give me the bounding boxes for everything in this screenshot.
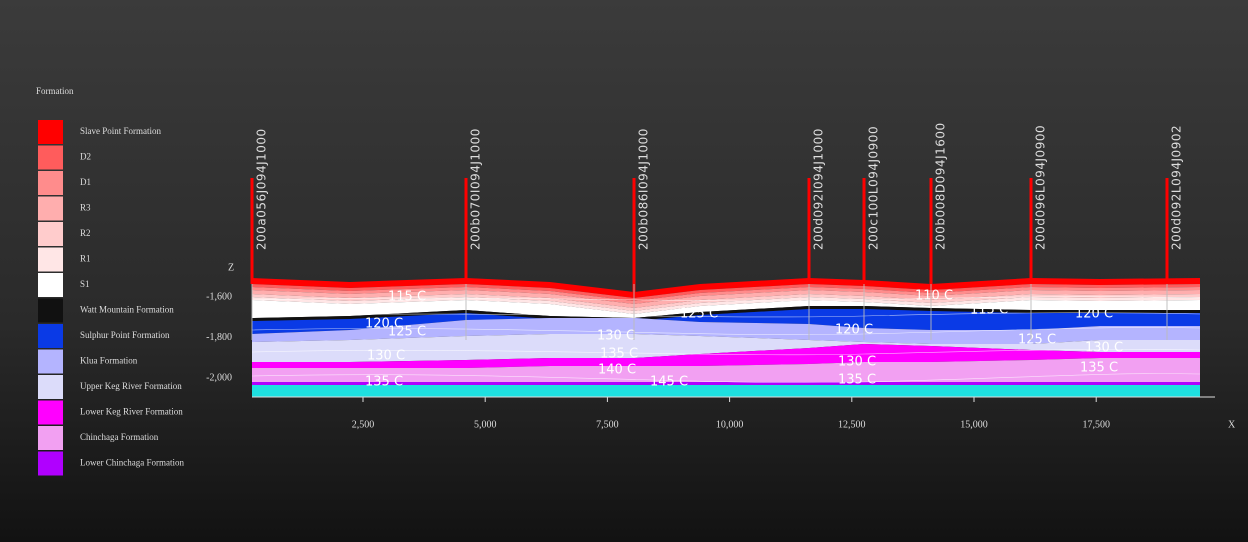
contour-label: 140 C [598, 363, 636, 378]
x-tick-label: 12,500 [838, 419, 866, 430]
contour-label: 125 C [680, 307, 718, 322]
legend-swatch [38, 273, 63, 297]
legend-label: Chinchaga Formation [80, 432, 159, 442]
legend-label: Sulphur Point Formation [80, 330, 170, 340]
contour-label: 130 C [1085, 341, 1123, 356]
contour-label: 145 C [650, 375, 688, 390]
legend-swatch [38, 120, 63, 144]
x-tick-label: 17,500 [1082, 419, 1110, 430]
x-tick-label: 5,000 [474, 419, 497, 430]
legend-label: Upper Keg River Formation [80, 381, 182, 391]
contour-label: 120 C [1075, 307, 1113, 322]
legend-swatch [38, 222, 63, 246]
well-label: 200b070I094J1000 [469, 128, 483, 250]
legend-swatch [38, 299, 63, 323]
x-tick-label: 2,500 [352, 419, 375, 430]
legend-swatch [38, 452, 63, 476]
legend-swatch [38, 401, 63, 425]
x-tick-label: 10,000 [716, 419, 744, 430]
legend-swatch [38, 197, 63, 221]
legend-label: Watt Mountain Formation [80, 305, 174, 315]
contour-label: 125 C [388, 325, 426, 340]
legend-swatch [38, 248, 63, 272]
well-label: 200b086I094J1000 [637, 128, 651, 250]
z-axis-label: Z [228, 262, 234, 273]
contour-label: 135 C [600, 347, 638, 362]
legend-swatch [38, 375, 63, 399]
legend-label: Lower Chinchaga Formation [80, 458, 184, 468]
x-tick-label: 15,000 [960, 419, 988, 430]
legend-swatch [38, 171, 63, 195]
well-label: 200b008D094J1600 [934, 122, 948, 250]
well-label: 200a056J094J1000 [255, 128, 269, 250]
contour-label: 125 C [1018, 333, 1056, 348]
contour-label: 115 C [970, 303, 1008, 318]
well-label: 200d092L094J0902 [1170, 125, 1184, 250]
x-tick-label: 7,500 [596, 419, 619, 430]
legend-label: Klua Formation [80, 356, 138, 366]
legend-swatch [38, 146, 63, 170]
legend-label: R1 [80, 254, 91, 264]
legend-label: D2 [80, 152, 91, 162]
legend-title: Formation [36, 86, 74, 96]
legend-label: Slave Point Formation [80, 126, 162, 136]
legend-label: S1 [80, 279, 90, 289]
contour-label: 135 C [365, 375, 403, 390]
contour-label: 135 C [1080, 361, 1118, 376]
contour-label: 120 C [835, 323, 873, 338]
contour-label: 115 C [388, 290, 426, 305]
legend-label: D1 [80, 177, 91, 187]
legend-label: R3 [80, 203, 91, 213]
well-label: 200c100L094J0900 [867, 126, 881, 250]
legend-swatch [38, 426, 63, 450]
legend-swatch [38, 350, 63, 374]
z-tick-label: -2,000 [206, 372, 232, 383]
contour-label: 135 C [838, 373, 876, 388]
legend-label: R2 [80, 228, 91, 238]
contour-label: 110 C [915, 289, 953, 304]
legend-label: Lower Keg River Formation [80, 407, 183, 417]
legend-swatch [38, 324, 63, 348]
z-tick-label: -1,800 [206, 332, 232, 343]
contour-label: 130 C [597, 329, 635, 344]
cross-section-view: Formation Slave Point Formation D2 D1 R3 R2 R… [0, 0, 1248, 542]
z-tick-label: -1,600 [206, 291, 232, 302]
contour-label: 130 C [838, 355, 876, 370]
contour-label: 130 C [367, 349, 405, 364]
x-axis-label: X [1228, 419, 1236, 430]
well-label: 200d092I094J1000 [812, 128, 826, 250]
well-label: 200d096L094J0900 [1034, 125, 1048, 250]
